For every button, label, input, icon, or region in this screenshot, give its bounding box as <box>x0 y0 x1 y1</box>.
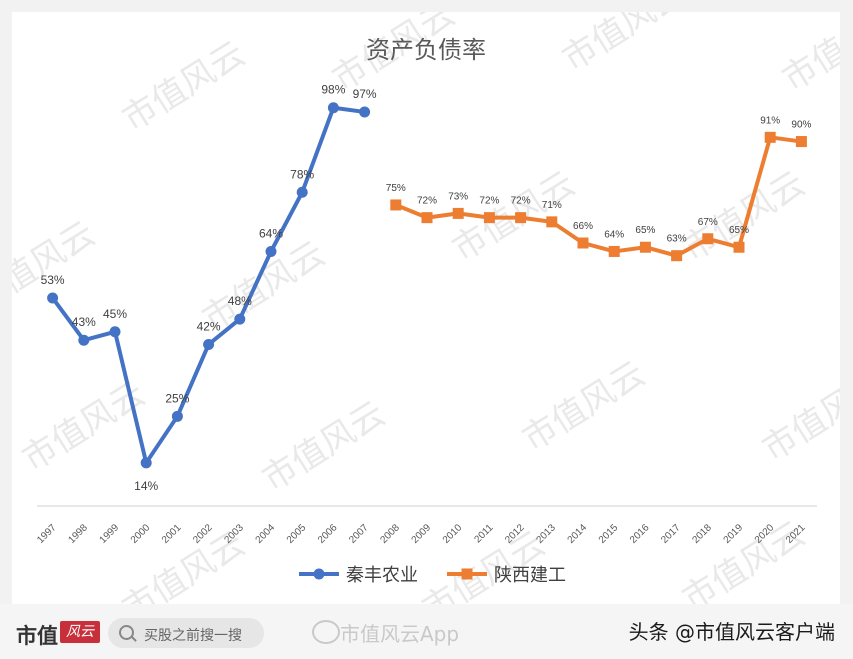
data-label: 43% <box>72 315 96 329</box>
x-tick-label: 2007 <box>347 522 371 546</box>
watermark-text: 市值风云 <box>16 374 153 480</box>
search-placeholder: 买股之前搜一搜 <box>144 628 242 644</box>
x-tick-label: 2000 <box>129 522 153 546</box>
data-point <box>577 237 589 249</box>
series-shaanxi-jiangong: 75% 72% 73% 72% 72% 71% 66% 64% 65% 63% 67% 65% 91% 9… <box>386 115 812 262</box>
data-label: 97% <box>353 87 377 101</box>
x-tick-label: 2018 <box>690 522 714 546</box>
data-point <box>327 102 339 114</box>
data-label: 72% <box>417 196 437 207</box>
watermark-text: 市值风云 <box>556 12 693 80</box>
data-point <box>702 233 714 245</box>
data-label: 72% <box>479 196 499 207</box>
data-point <box>452 207 464 219</box>
data-point <box>390 199 402 211</box>
data-point <box>203 338 215 350</box>
data-label: 90% <box>791 120 811 131</box>
legend-label: 秦丰农业 <box>346 565 418 586</box>
data-label: 66% <box>573 221 593 232</box>
x-tick-label: 2008 <box>378 522 402 546</box>
data-point <box>171 410 183 422</box>
watermark-text: 市值风云 <box>256 394 393 500</box>
x-tick-label: 1997 <box>35 522 59 546</box>
brand-logo-script: 风云 <box>60 621 100 643</box>
data-point <box>296 186 308 198</box>
data-point <box>733 241 745 253</box>
watermark-text: 市值风云 <box>776 12 840 100</box>
data-point <box>546 216 558 228</box>
watermark-text: 市值风云 <box>676 514 813 604</box>
data-point <box>234 313 246 325</box>
legend: 秦丰农业 陕西建工 <box>299 565 566 586</box>
data-label: 25% <box>165 391 189 405</box>
data-point <box>109 326 121 338</box>
watermark-text: 市值风云 <box>676 164 813 270</box>
chart-card: 市值风云 市值风云 市值风云 市值风云 市值风云 市值风云 市值风云 市值风云 市值风云 市值风云… <box>12 12 840 604</box>
data-point <box>78 334 90 346</box>
watermark-text: 市值风云 <box>756 364 840 470</box>
x-tick-label: 2009 <box>410 522 434 546</box>
data-point <box>795 136 807 148</box>
x-tick-label: 2015 <box>597 522 621 546</box>
data-point <box>671 250 683 262</box>
data-point <box>265 245 277 257</box>
data-point <box>47 292 59 304</box>
data-point <box>515 212 527 224</box>
data-point <box>140 457 152 469</box>
data-label: 42% <box>197 319 221 333</box>
x-tick-label: 2001 <box>160 522 184 546</box>
x-tick-label: 2010 <box>441 522 465 546</box>
data-label: 78% <box>290 167 314 181</box>
data-point <box>764 131 776 143</box>
search-box[interactable]: 买股之前搜一搜 <box>108 618 264 648</box>
watermark-text: 市值风云 <box>116 34 253 140</box>
data-label: 73% <box>448 191 468 202</box>
data-label: 72% <box>511 196 531 207</box>
weibo-icon <box>312 620 340 644</box>
data-point <box>483 212 495 224</box>
legend-marker <box>461 568 473 580</box>
x-tick-label: 2004 <box>254 522 278 546</box>
legend-marker <box>313 568 325 580</box>
data-point <box>639 241 651 253</box>
data-label: 63% <box>667 234 687 245</box>
x-tick-label: 2014 <box>566 522 590 546</box>
x-tick-label: 1998 <box>66 522 90 546</box>
data-label: 64% <box>604 229 624 240</box>
data-label: 48% <box>228 294 252 308</box>
x-tick-label: 2017 <box>659 522 683 546</box>
x-tick-label: 2016 <box>628 522 652 546</box>
data-label: 91% <box>760 115 780 126</box>
weibo-watermark: 市值风云App <box>340 622 460 646</box>
x-tick-label: 2011 <box>473 522 496 545</box>
search-icon <box>119 625 134 640</box>
x-tick-label: 2013 <box>534 522 558 546</box>
legend-label: 陕西建工 <box>494 565 566 586</box>
data-label: 45% <box>103 307 127 321</box>
data-label: 14% <box>134 479 158 493</box>
x-tick-label: 2005 <box>285 522 309 546</box>
data-label: 71% <box>542 200 562 211</box>
x-tick-label: 2019 <box>722 522 746 546</box>
data-label: 67% <box>698 217 718 228</box>
source-credit: 头条 @市值风云客户端 <box>628 620 835 644</box>
data-point <box>421 212 433 224</box>
data-label: 98% <box>321 83 345 97</box>
data-point <box>359 106 371 118</box>
data-point <box>608 245 620 257</box>
brand-logo-text: 市值 <box>16 624 58 648</box>
data-label: 65% <box>635 225 655 236</box>
data-label: 65% <box>729 225 749 236</box>
series-qinfeng: 53% 43% 45% 14% 25% 42% 48% 64% 78% 98% 97% <box>41 83 377 493</box>
chart-title: 资产负债率 <box>366 36 486 64</box>
data-label: 53% <box>41 273 65 287</box>
data-label: 75% <box>386 183 406 194</box>
data-label: 64% <box>259 226 283 240</box>
x-tick-label: 2006 <box>316 522 340 546</box>
x-tick-label: 1999 <box>98 522 122 546</box>
watermark-text: 市值风云 <box>516 354 653 460</box>
footer-bar: 市值 风云 买股之前搜一搜 市值风云App 头条 @市值风云客户端 <box>0 604 853 659</box>
